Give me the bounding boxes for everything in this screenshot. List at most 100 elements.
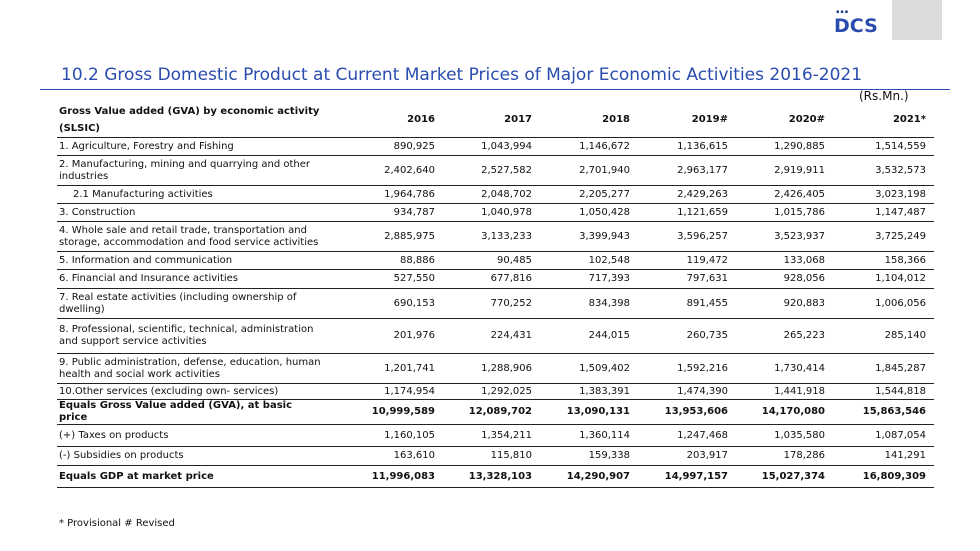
value-cell: 203,917	[638, 446, 736, 466]
value-cell: 16,809,309	[833, 465, 934, 488]
value-cell: 1,104,012	[833, 269, 934, 289]
value-cell: 13,953,606	[638, 399, 736, 425]
row-label: 8. Professional, scientific, technical, …	[57, 318, 331, 354]
value-cell: 677,816	[443, 269, 540, 289]
table-row: Equals Gross Value added (GVA), at basic…	[57, 399, 934, 425]
year-header: 2018	[540, 103, 638, 138]
value-cell: 1,146,672	[540, 137, 638, 156]
value-cell: 115,810	[443, 446, 540, 466]
value-cell: 2,885,975	[331, 221, 443, 252]
row-label: 5. Information and communication	[57, 251, 331, 270]
value-cell: 14,997,157	[638, 465, 736, 488]
value-cell: 717,393	[540, 269, 638, 289]
table-row: (+) Taxes on products 1,160,105 1,354,211 1…	[57, 424, 934, 447]
value-cell: 1,040,978	[443, 203, 540, 222]
value-cell: 260,735	[638, 318, 736, 354]
footnote: * Provisional # Revised	[59, 518, 175, 529]
row-label: 2.1 Manufacturing activities	[57, 185, 331, 204]
value-cell: 224,431	[443, 318, 540, 354]
value-cell: 2,527,582	[443, 155, 540, 186]
table-row: 1. Agriculture, Forestry and Fishing 890,…	[57, 137, 934, 156]
value-cell: 1,514,559	[833, 137, 934, 156]
value-cell: 14,290,907	[540, 465, 638, 488]
value-cell: 163,610	[331, 446, 443, 466]
value-cell: 920,883	[736, 288, 833, 319]
value-cell: 1,160,105	[331, 424, 443, 447]
row-label: 3. Construction	[57, 203, 331, 222]
table-row: 7. Real estate activities (including own…	[57, 288, 934, 319]
year-header: 2020#	[736, 103, 833, 138]
value-cell: 15,027,374	[736, 465, 833, 488]
value-cell: 10,999,589	[331, 399, 443, 425]
corner-panel	[892, 0, 942, 40]
value-cell: 3,596,257	[638, 221, 736, 252]
value-cell: 1,201,741	[331, 353, 443, 384]
value-cell: 12,089,702	[443, 399, 540, 425]
year-header: 2019#	[638, 103, 736, 138]
value-cell: 1,845,287	[833, 353, 934, 384]
value-cell: 2,048,702	[443, 185, 540, 204]
value-cell: 90,485	[443, 251, 540, 270]
value-cell: 890,925	[331, 137, 443, 156]
value-cell: 1,474,390	[638, 383, 736, 400]
value-cell: 1,247,468	[638, 424, 736, 447]
header-label: Gross Value added (GVA) by economic acti…	[57, 103, 331, 138]
value-cell: 1,043,994	[443, 137, 540, 156]
value-cell: 1,015,786	[736, 203, 833, 222]
value-cell: 1,383,391	[540, 383, 638, 400]
value-cell: 1,006,056	[833, 288, 934, 319]
value-cell: 1,087,054	[833, 424, 934, 447]
table-row: 4. Whole sale and retail trade, transpor…	[57, 221, 934, 252]
value-cell: 201,976	[331, 318, 443, 354]
table-row: 8. Professional, scientific, technical, …	[57, 318, 934, 354]
value-cell: 14,170,080	[736, 399, 833, 425]
dcs-logo: ▪▪▪ DCS	[832, 9, 880, 38]
value-cell: 1,441,918	[736, 383, 833, 400]
value-cell: 934,787	[331, 203, 443, 222]
table-row: 5. Information and communication 88,886 90…	[57, 251, 934, 270]
logo-text: DCS	[834, 15, 878, 37]
gva-table: Gross Value added (GVA) by economic acti…	[57, 103, 934, 488]
value-cell: 3,133,233	[443, 221, 540, 252]
logo-dots: ▪▪▪	[836, 9, 850, 15]
row-label: 6. Financial and Insurance activities	[57, 269, 331, 289]
value-cell: 13,328,103	[443, 465, 540, 488]
value-cell: 690,153	[331, 288, 443, 319]
value-cell: 1,509,402	[540, 353, 638, 384]
row-label: (+) Taxes on products	[57, 424, 331, 447]
value-cell: 2,919,911	[736, 155, 833, 186]
value-cell: 88,886	[331, 251, 443, 270]
table-header-row: Gross Value added (GVA) by economic acti…	[57, 103, 934, 138]
value-cell: 1,147,487	[833, 203, 934, 222]
value-cell: 158,366	[833, 251, 934, 270]
value-cell: 928,056	[736, 269, 833, 289]
value-cell: 3,399,943	[540, 221, 638, 252]
row-label: Equals GDP at market price	[57, 465, 331, 488]
value-cell: 265,223	[736, 318, 833, 354]
value-cell: 3,523,937	[736, 221, 833, 252]
value-cell: 3,023,198	[833, 185, 934, 204]
value-cell: 2,429,263	[638, 185, 736, 204]
value-cell: 1,964,786	[331, 185, 443, 204]
value-cell: 285,140	[833, 318, 934, 354]
value-cell: 3,725,249	[833, 221, 934, 252]
value-cell: 141,291	[833, 446, 934, 466]
value-cell: 244,015	[540, 318, 638, 354]
value-cell: 102,548	[540, 251, 638, 270]
table-row: 6. Financial and Insurance activities 527…	[57, 269, 934, 289]
value-cell: 891,455	[638, 288, 736, 319]
value-cell: 13,090,131	[540, 399, 638, 425]
row-label: 9. Public administration, defense, educa…	[57, 353, 331, 384]
value-cell: 2,701,940	[540, 155, 638, 186]
table-row: Equals GDP at market price 11,996,083 13,3…	[57, 465, 934, 488]
value-cell: 3,532,573	[833, 155, 934, 186]
row-label: 4. Whole sale and retail trade, transpor…	[57, 221, 331, 252]
table-row: 9. Public administration, defense, educa…	[57, 353, 934, 384]
table-row: (-) Subsidies on products 163,610 115,810 1…	[57, 446, 934, 466]
year-header: 2021*	[833, 103, 934, 138]
row-label: 2. Manufacturing, mining and quarrying a…	[57, 155, 331, 186]
value-cell: 1,292,025	[443, 383, 540, 400]
value-cell: 2,402,640	[331, 155, 443, 186]
row-label: (-) Subsidies on products	[57, 446, 331, 466]
table-row: 2. Manufacturing, mining and quarrying a…	[57, 155, 934, 186]
